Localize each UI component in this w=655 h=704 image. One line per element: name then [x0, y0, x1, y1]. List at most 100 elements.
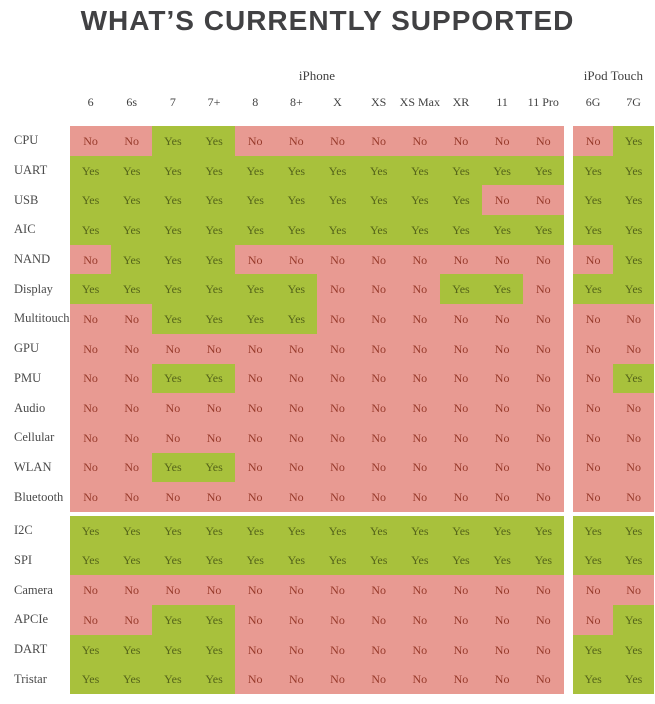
cell-camera-6s: No [111, 575, 153, 605]
cell-multitouch-6: No [70, 304, 112, 334]
cell-display-xs: No [358, 274, 400, 305]
cell-multitouch-8: Yes [234, 304, 276, 334]
cell-wlan-x: No [316, 452, 359, 483]
cell-display-6: Yes [70, 274, 112, 305]
cell-cellular-xr: No [440, 422, 482, 453]
cell-bluetooth-xr: No [440, 482, 482, 512]
cell-camera-8plus: No [275, 575, 317, 605]
cell-bluetooth-xs-max: No [399, 482, 441, 512]
row-label-gpu: GPU [1, 333, 70, 364]
cell-dart-xs-max: No [399, 634, 441, 665]
cell-uart-6: Yes [70, 155, 112, 186]
cell-usb-6g: Yes [572, 185, 614, 216]
cell-wlan-7: Yes [152, 452, 194, 483]
table-corner [1, 65, 70, 87]
cell-usb-xs-max: Yes [399, 185, 441, 216]
cell-bluetooth-7g: No [613, 482, 654, 512]
cell-display-8plus: Yes [275, 274, 317, 305]
cell-apcie-7: Yes [152, 605, 194, 635]
cell-i2c-xs: Yes [358, 515, 400, 546]
cell-audio-11: No [481, 393, 523, 423]
cell-cpu-xr: No [440, 126, 482, 156]
row-label-uart: UART [1, 155, 70, 186]
row-label-bluetooth: Bluetooth [1, 482, 70, 512]
cell-uart-xr: Yes [440, 155, 482, 186]
cell-tristar-6: Yes [70, 664, 112, 695]
cell-cpu-7plus: Yes [193, 126, 235, 156]
cell-usb-x: Yes [316, 185, 359, 216]
page-title: WHAT’S CURRENTLY SUPPORTED [80, 5, 575, 36]
cell-cpu-8plus: No [275, 126, 317, 156]
cell-nand-xs: No [358, 244, 400, 275]
cell-aic-x: Yes [316, 215, 359, 245]
cell-dart-xr: No [440, 634, 482, 665]
cell-pmu-8plus: No [275, 363, 317, 394]
cell-aic-xr: Yes [440, 215, 482, 245]
cell-bluetooth-x: No [316, 482, 359, 512]
cell-multitouch-x: No [316, 304, 359, 334]
cell-spi-7plus: Yes [193, 545, 235, 576]
row-label-cellular: Cellular [1, 422, 70, 453]
cell-pmu-6s: No [111, 363, 153, 394]
cell-camera-7: No [152, 575, 194, 605]
cell-cpu-6: No [70, 126, 112, 156]
cell-dart-11-pro: No [522, 634, 564, 665]
cell-usb-7plus: Yes [193, 185, 235, 216]
header-spacer [1, 87, 70, 117]
cell-bluetooth-11: No [481, 482, 523, 512]
cell-gpu-xs: No [358, 333, 400, 364]
cell-i2c-7g: Yes [613, 515, 654, 546]
cell-audio-7g: No [613, 393, 654, 423]
cell-tristar-x: No [316, 664, 359, 695]
cell-multitouch-xs-max: No [399, 304, 441, 334]
row-label-dart: DART [1, 634, 70, 665]
cell-pmu-7: Yes [152, 363, 194, 394]
support-table: iPhone iPod Touch 6 6s 7 7+ 8 8+ X XS XS Max XR 11 11… [1, 65, 654, 695]
cell-gpu-6g: No [572, 333, 614, 364]
cell-camera-xr: No [440, 575, 482, 605]
cell-usb-8plus: Yes [275, 185, 317, 216]
cell-audio-6: No [70, 393, 112, 423]
cell-camera-x: No [316, 575, 359, 605]
cell-apcie-7plus: Yes [193, 605, 235, 635]
cell-wlan-11: No [481, 452, 523, 483]
cell-dart-6g: Yes [572, 634, 614, 665]
cell-apcie-6g: No [572, 605, 614, 635]
cell-gpu-x: No [316, 333, 359, 364]
cell-wlan-xr: No [440, 452, 482, 483]
cell-multitouch-xr: No [440, 304, 482, 334]
cell-cpu-6s: No [111, 126, 153, 156]
col-header-xs: XS [371, 94, 387, 109]
cell-audio-8plus: No [275, 393, 317, 423]
cell-i2c-x: Yes [316, 515, 359, 546]
cell-spi-11-pro: Yes [522, 545, 564, 576]
cell-i2c-11-pro: Yes [522, 515, 564, 546]
cell-gpu-7: No [152, 333, 194, 364]
cell-multitouch-6g: No [572, 304, 614, 334]
cell-apcie-xr: No [440, 605, 482, 635]
cell-apcie-xs-max: No [399, 605, 441, 635]
cell-cellular-8plus: No [275, 422, 317, 453]
cell-pmu-11-pro: No [522, 363, 564, 394]
cell-gpu-8plus: No [275, 333, 317, 364]
column-group-ipod-touch: iPod Touch [583, 68, 643, 83]
cell-spi-xr: Yes [440, 545, 482, 576]
cell-wlan-xs-max: No [399, 452, 441, 483]
cell-cellular-6g: No [572, 422, 614, 453]
cell-gpu-6s: No [111, 333, 153, 364]
cell-spi-xs: Yes [358, 545, 400, 576]
cell-pmu-7g: Yes [613, 363, 654, 394]
cell-dart-8plus: No [275, 634, 317, 665]
cell-apcie-8plus: No [275, 605, 317, 635]
cell-bluetooth-11-pro: No [522, 482, 564, 512]
cell-pmu-7plus: Yes [193, 363, 235, 394]
cell-tristar-6s: Yes [111, 664, 153, 695]
cell-spi-xs-max: Yes [399, 545, 441, 576]
cell-camera-6g: No [572, 575, 614, 605]
cell-pmu-xs-max: No [399, 363, 441, 394]
cell-multitouch-11-pro: No [522, 304, 564, 334]
cell-cpu-xs: No [358, 126, 400, 156]
col-header-6: 6 [87, 94, 94, 109]
cell-i2c-6s: Yes [111, 515, 153, 546]
cell-camera-11: No [481, 575, 523, 605]
